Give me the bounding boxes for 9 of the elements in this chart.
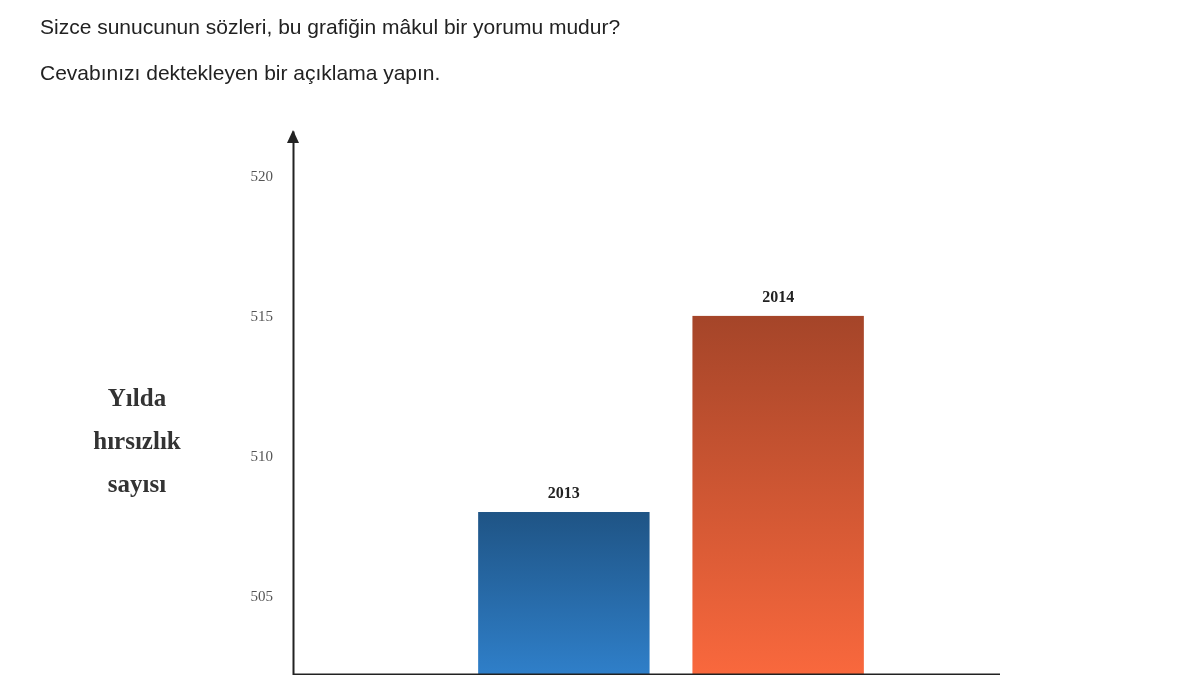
y-tick-label: 520 <box>250 168 273 185</box>
chart-subtitle: Cevabınızı dektekleyen bir açıklama yapın. <box>40 61 441 84</box>
y-tick-label: 510 <box>250 448 273 465</box>
y-axis-title: Yılda hırsızlık sayısı <box>93 384 181 497</box>
x-tick-label: 2013 <box>547 484 580 502</box>
chart-title: Sizce sunucunun sözleri, bu grafiğin mâkul bir yorumu mudur? <box>40 15 621 38</box>
x-tick-label: 2014 <box>762 287 795 305</box>
y-tick-label: 505 <box>250 588 273 605</box>
y-tick-label: 515 <box>250 308 273 325</box>
